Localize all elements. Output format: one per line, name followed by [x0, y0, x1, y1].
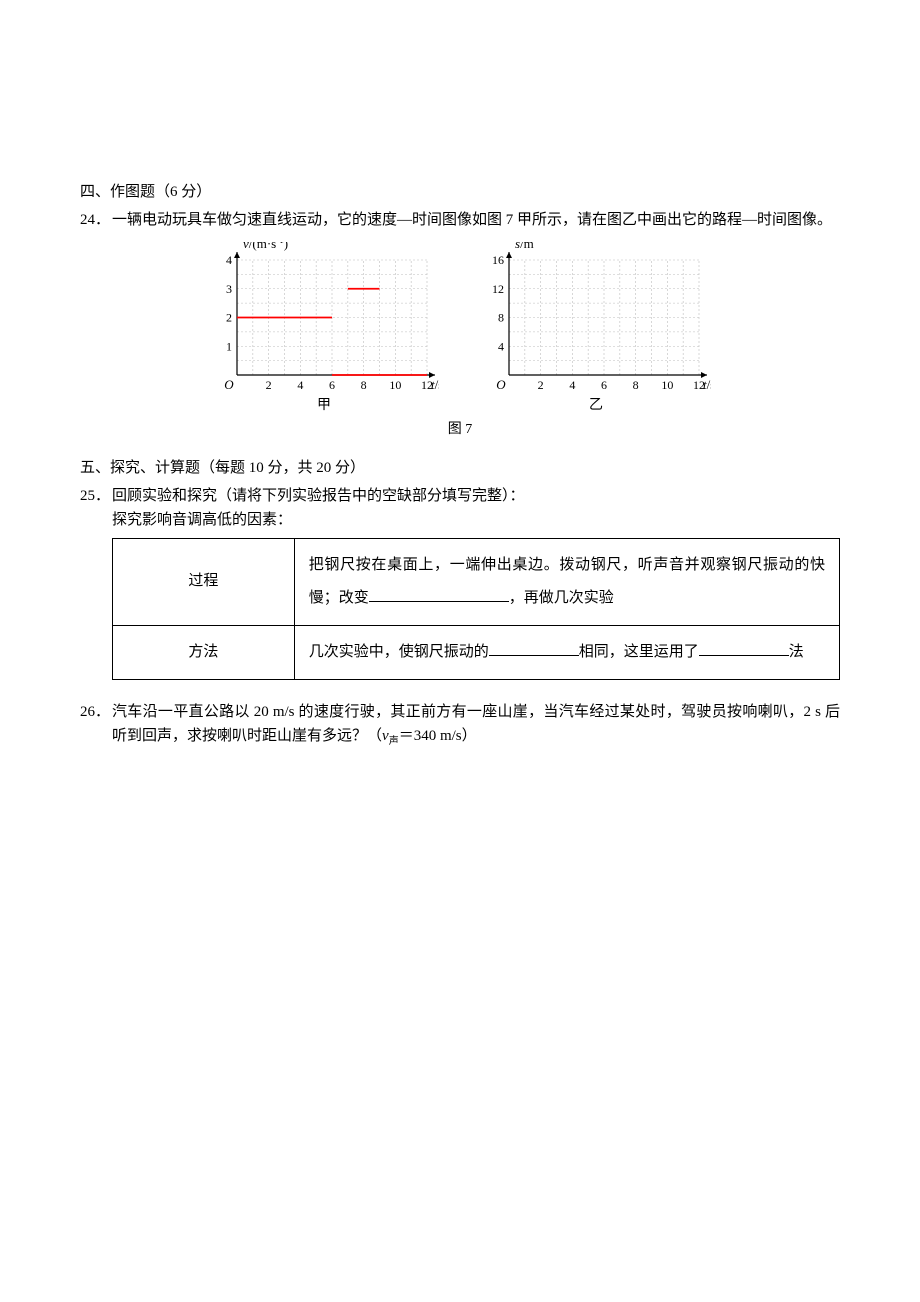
svg-text:2: 2: [266, 378, 272, 392]
svg-text:4: 4: [226, 253, 232, 267]
q25-line2: 探究影响音调高低的因素：: [112, 508, 840, 532]
question-26: 26． 汽车沿一平直公路以 20 m/s 的速度行驶，其正前方有一座山崖，当汽车…: [80, 700, 840, 750]
svg-text:O: O: [224, 377, 234, 392]
q26-vsym: v: [382, 728, 389, 744]
chart-yi-wrapper: 24681012481216Os/mt/s 乙: [481, 242, 711, 417]
q25-row1-body: 把钢尺按在桌面上，一端伸出桌边。拨动钢尺，听声音并观察钢尺振动的快慢；改变，再做…: [294, 538, 839, 625]
q24-body: 一辆电动玩具车做匀速直线运动，它的速度—时间图像如图 7 甲所示，请在图乙中画出…: [112, 208, 840, 232]
svg-text:3: 3: [226, 282, 232, 296]
q25-r2-c: 法: [789, 644, 804, 660]
svg-text:4: 4: [569, 378, 575, 392]
svg-text:8: 8: [633, 378, 639, 392]
blank-field: [369, 587, 509, 602]
svg-text:16: 16: [492, 253, 504, 267]
svg-text:8: 8: [498, 311, 504, 325]
chart-jia: 246810121234Ov/(m·s-1)t/s: [209, 242, 439, 397]
chart-yi-caption: 乙: [481, 395, 711, 417]
svg-text:4: 4: [297, 378, 303, 392]
section4-heading: 四、作图题（6 分）: [80, 180, 840, 204]
figure-7: 246810121234Ov/(m·s-1)t/s 甲 246810124812…: [80, 242, 840, 417]
q26-text-b: ＝340 m/s）: [399, 728, 477, 744]
question-24: 24． 一辆电动玩具车做匀速直线运动，它的速度—时间图像如图 7 甲所示，请在图…: [80, 208, 840, 232]
chart-yi: 24681012481216Os/mt/s: [481, 242, 711, 397]
svg-text:t/s: t/s: [703, 377, 711, 392]
q25-table: 过程 把钢尺按在桌面上，一端伸出桌边。拨动钢尺，听声音并观察钢尺振动的快慢；改变…: [112, 538, 840, 680]
svg-text:1: 1: [226, 339, 232, 353]
q26-vsub: 声: [389, 736, 399, 747]
q26-body: 汽车沿一平直公路以 20 m/s 的速度行驶，其正前方有一座山崖，当汽车经过某处…: [112, 700, 840, 750]
svg-text:s/m: s/m: [515, 242, 534, 251]
q24-number: 24．: [80, 208, 112, 232]
chart-jia-caption: 甲: [209, 395, 439, 417]
question-25: 25． 回顾实验和探究（请将下列实验报告中的空缺部分填写完整）： 探究影响音调高…: [80, 484, 840, 680]
blank-field: [489, 641, 579, 656]
q25-row2-body: 几次实验中，使钢尺振动的 相同，这里运用了 法: [294, 625, 839, 679]
q25-row2-label: 方法: [113, 625, 295, 679]
q25-r2-a: 几次实验中，使钢尺振动的: [309, 644, 489, 660]
chart-jia-wrapper: 246810121234Ov/(m·s-1)t/s 甲: [209, 242, 439, 417]
svg-text:10: 10: [661, 378, 673, 392]
q25-number: 25．: [80, 484, 112, 680]
svg-text:2: 2: [538, 378, 544, 392]
section5-heading: 五、探究、计算题（每题 10 分，共 20 分）: [80, 456, 840, 480]
svg-text:v/(m·s-1): v/(m·s-1): [243, 242, 288, 251]
svg-text:10: 10: [389, 378, 401, 392]
table-row: 方法 几次实验中，使钢尺振动的 相同，这里运用了 法: [113, 625, 840, 679]
q25-r2-b: 相同，这里运用了: [579, 644, 699, 660]
table-row: 过程 把钢尺按在桌面上，一端伸出桌边。拨动钢尺，听声音并观察钢尺振动的快慢；改变…: [113, 538, 840, 625]
q25-r1-b: ，再做几次实验: [509, 590, 614, 606]
svg-text:6: 6: [329, 378, 335, 392]
svg-text:O: O: [496, 377, 506, 392]
svg-text:6: 6: [601, 378, 607, 392]
q25-row1-label: 过程: [113, 538, 295, 625]
svg-text:8: 8: [361, 378, 367, 392]
svg-text:12: 12: [492, 282, 504, 296]
svg-text:4: 4: [498, 339, 504, 353]
blank-field: [699, 641, 789, 656]
svg-text:t/s: t/s: [431, 377, 439, 392]
q25-line1: 回顾实验和探究（请将下列实验报告中的空缺部分填写完整）：: [112, 484, 840, 508]
figure-7-caption: 图 7: [80, 419, 840, 441]
svg-text:2: 2: [226, 311, 232, 325]
q26-number: 26．: [80, 700, 112, 750]
